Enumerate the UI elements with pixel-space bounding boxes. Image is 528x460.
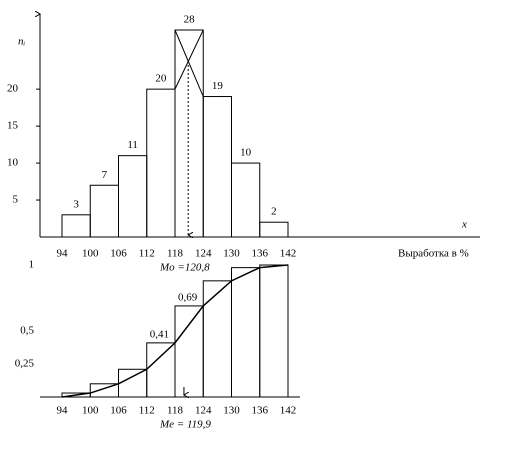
mode-construction	[174, 29, 204, 90]
value-label: 11	[127, 139, 138, 151]
value-label: 20	[155, 73, 167, 85]
value-label: 0,69	[178, 291, 198, 303]
x-tick-label: 112	[139, 248, 155, 260]
x-tick-label: 136	[252, 248, 269, 260]
y-tick-label: 15	[7, 120, 19, 132]
x-axis-title: Выработка в %	[398, 248, 469, 260]
annotation: Mo =120,8	[159, 262, 210, 274]
value-label: 28	[184, 14, 196, 26]
bar	[174, 29, 204, 238]
x-tick-label: 100	[82, 405, 99, 417]
bar	[146, 88, 176, 238]
annotation: Me = 119,9	[159, 419, 211, 431]
bar	[146, 342, 176, 398]
bar	[202, 96, 232, 238]
value-label: 10	[240, 147, 252, 159]
bar	[118, 155, 148, 238]
y-tick-label: 10	[7, 157, 19, 169]
x-tick-label: 124	[195, 248, 212, 260]
x-tick-label: 118	[167, 405, 184, 417]
x-tick-label: 118	[167, 248, 184, 260]
y-tick-label: 20	[7, 83, 19, 95]
x-tick-label: 136	[252, 405, 269, 417]
bar	[231, 162, 261, 238]
y-tick-label: 0,5	[20, 325, 34, 337]
x-tick-label: 106	[110, 405, 127, 417]
x-tick-label: 130	[223, 405, 240, 417]
y-tick-label: 0,25	[15, 358, 35, 370]
x-tick-label: 124	[195, 405, 212, 417]
bar	[61, 214, 91, 238]
value-label: 2	[271, 206, 277, 218]
x-tick-label: 130	[223, 248, 240, 260]
mode-construction	[174, 29, 204, 97]
value-label: 7	[102, 169, 108, 181]
y-tick-label: 1	[29, 259, 35, 271]
ogive-line	[61, 264, 289, 398]
bar	[231, 267, 261, 398]
bar	[118, 368, 148, 398]
value-label: 19	[212, 80, 224, 92]
bar	[202, 280, 232, 398]
bar	[174, 305, 204, 398]
value-label: 0,41	[150, 328, 169, 340]
y-tick-label: 5	[13, 194, 19, 206]
x-axis-label: x	[461, 219, 467, 231]
bar	[259, 264, 289, 398]
x-tick-label: 112	[139, 405, 155, 417]
bar	[89, 184, 119, 238]
bar	[259, 221, 289, 238]
x-tick-label: 142	[280, 248, 297, 260]
x-tick-label: 106	[110, 248, 127, 260]
x-tick-label: 94	[57, 248, 69, 260]
y-axis-label: nᵢ	[18, 36, 26, 48]
value-label: 3	[73, 198, 79, 210]
x-tick-label: 94	[57, 405, 69, 417]
x-tick-label: 100	[82, 248, 99, 260]
x-tick-label: 142	[280, 405, 297, 417]
